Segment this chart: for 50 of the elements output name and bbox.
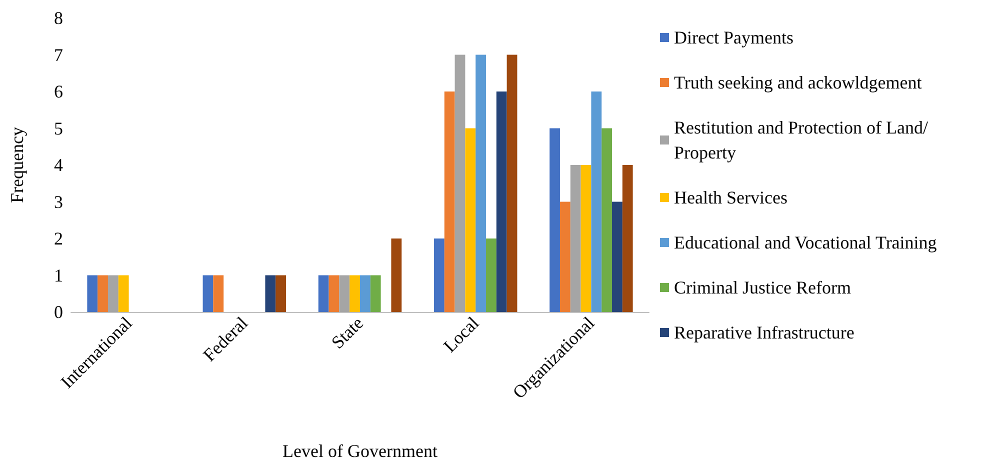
bar (118, 275, 129, 312)
bar (550, 128, 560, 312)
bar (602, 128, 612, 312)
bar (560, 202, 570, 312)
bar (339, 275, 350, 312)
y-tick-label: 4 (54, 155, 63, 175)
bar (328, 275, 340, 312)
bar (265, 275, 276, 312)
legend-label: Educational and Vocational Training (674, 232, 937, 252)
y-tick-label: 8 (54, 8, 63, 28)
bar (486, 238, 496, 312)
legend-label: Reparative Infrastructure (674, 322, 854, 342)
bar (213, 275, 224, 312)
bar (591, 92, 602, 312)
bar (580, 165, 592, 312)
bar (570, 165, 581, 312)
bar (622, 165, 633, 312)
y-tick-label: 3 (54, 192, 63, 212)
bar (496, 92, 507, 312)
y-axis-title: Frequency (7, 127, 27, 203)
bar (360, 275, 370, 312)
bar (87, 275, 98, 312)
bar (318, 275, 329, 312)
bar (465, 128, 476, 312)
x-tick-label: State (327, 312, 368, 353)
bar (612, 202, 622, 312)
y-tick-label: 6 (54, 82, 63, 102)
bar (476, 54, 486, 312)
bar (434, 238, 444, 312)
y-tick-label: 7 (54, 44, 63, 65)
legend-label: Direct Payments (674, 28, 794, 48)
bar (98, 275, 108, 312)
legend-label: Truth seeking and ackowldgement (674, 72, 922, 92)
bar (350, 275, 360, 312)
bar (391, 238, 402, 312)
y-tick-label: 5 (54, 118, 63, 138)
y-tick-label: 1 (54, 265, 63, 286)
x-axis-title: Level of Government (282, 441, 438, 461)
y-tick-label: 2 (54, 228, 63, 248)
y-tick-label: 0 (54, 302, 63, 322)
bar (506, 54, 518, 312)
legend-label: Health Services (674, 188, 788, 208)
bar (276, 275, 286, 312)
bar (444, 92, 455, 312)
legend-label: Criminal Justice Reform (674, 278, 851, 298)
legend-label: Restitution and Protection of Land/Property (674, 118, 928, 162)
bar (370, 275, 381, 312)
bar (454, 54, 466, 312)
bar (202, 275, 214, 312)
bar (108, 275, 118, 312)
